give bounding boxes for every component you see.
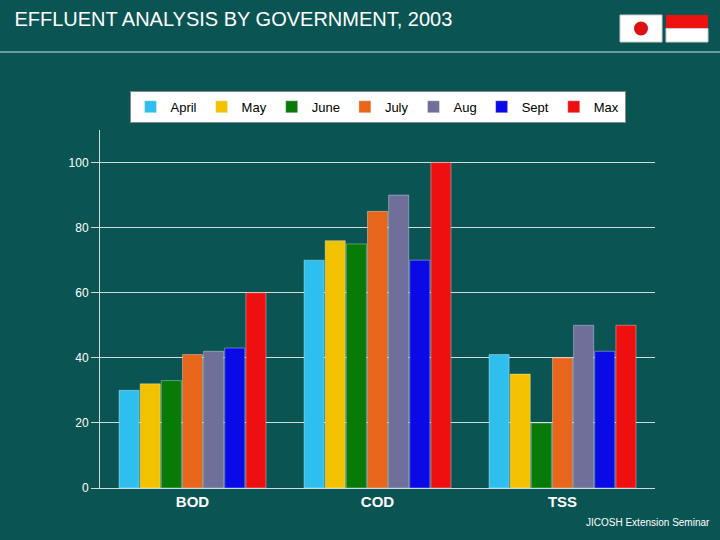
svg-text:COD: COD	[361, 493, 395, 510]
svg-text:20: 20	[75, 416, 89, 430]
svg-text:40: 40	[75, 351, 89, 365]
svg-text:100: 100	[69, 156, 89, 170]
svg-text:May: May	[242, 100, 267, 115]
svg-text:JICOSH Extension Seminar: JICOSH Extension Seminar	[586, 517, 710, 528]
svg-text:0: 0	[82, 481, 89, 495]
svg-text:60: 60	[75, 286, 89, 300]
svg-text:TSS: TSS	[548, 493, 577, 510]
svg-text:Max: Max	[594, 100, 619, 115]
svg-text:July: July	[385, 100, 409, 115]
svg-text:EFFLUENT ANALYSIS BY GOVERNMEN: EFFLUENT ANALYSIS BY GOVERNMENT, 2003	[14, 8, 452, 30]
svg-text:June: June	[312, 100, 340, 115]
svg-text:BOD: BOD	[176, 493, 210, 510]
svg-text:Sept: Sept	[522, 100, 549, 115]
svg-text:Aug: Aug	[453, 100, 476, 115]
svg-text:April: April	[171, 100, 197, 115]
svg-text:80: 80	[75, 221, 89, 235]
